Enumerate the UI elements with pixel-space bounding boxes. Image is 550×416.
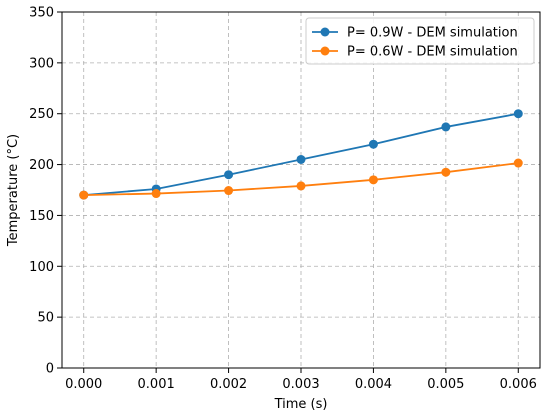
- x-tick-label: 0.006: [500, 377, 537, 392]
- series-layer: [79, 109, 523, 200]
- data-point-1: [513, 109, 523, 119]
- x-tick-label: 0.001: [138, 377, 175, 392]
- data-point-1: [441, 122, 451, 132]
- data-point-1: [224, 170, 234, 180]
- x-tick-label: 0.000: [65, 377, 102, 392]
- data-point-2: [513, 158, 523, 168]
- legend-label-2: P= 0.6W - DEM simulation: [347, 45, 518, 60]
- x-axis-label: Time (s): [274, 397, 328, 412]
- y-tick-label: 0: [46, 362, 54, 377]
- data-point-2: [79, 190, 89, 200]
- y-tick-label: 350: [29, 6, 54, 21]
- y-tick-label: 200: [29, 158, 54, 173]
- y-tick-label: 50: [37, 311, 54, 326]
- legend: P= 0.9W - DEM simulation P= 0.6W - DEM si…: [305, 17, 535, 65]
- y-tick-label: 250: [29, 107, 54, 122]
- legend-box: [305, 17, 535, 65]
- x-axis: 0.000 0.001 0.002 0.003 0.004 0.005 0.006: [65, 368, 537, 392]
- x-tick-label: 0.005: [427, 377, 464, 392]
- data-point-2: [296, 181, 306, 191]
- data-point-2: [151, 189, 161, 199]
- data-point-2: [441, 167, 451, 177]
- data-point-1: [368, 139, 378, 149]
- x-tick-label: 0.003: [282, 377, 319, 392]
- y-axis-label: Temperature (°C): [6, 134, 21, 247]
- legend-marker-2: [320, 46, 330, 56]
- data-point-1: [296, 154, 306, 164]
- legend-label-1: P= 0.9W - DEM simulation: [347, 26, 518, 41]
- x-tick-label: 0.004: [355, 377, 392, 392]
- data-point-2: [368, 175, 378, 185]
- y-axis: 0 50 100 150 200 250 300 350: [29, 6, 62, 377]
- y-tick-label: 100: [29, 260, 54, 275]
- legend-marker-1: [320, 27, 330, 37]
- y-tick-label: 150: [29, 209, 54, 224]
- data-point-2: [224, 186, 234, 196]
- x-tick-label: 0.002: [210, 377, 247, 392]
- y-tick-label: 300: [29, 56, 54, 71]
